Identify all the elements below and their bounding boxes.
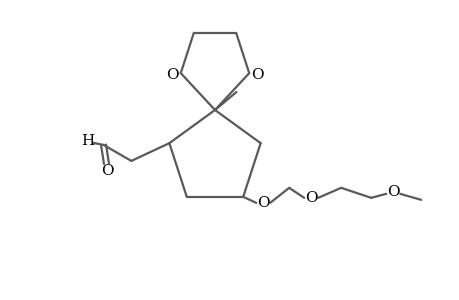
Text: O: O bbox=[256, 196, 269, 210]
Text: O: O bbox=[386, 185, 398, 199]
Text: H: H bbox=[81, 134, 94, 148]
Text: O: O bbox=[304, 191, 317, 205]
Text: O: O bbox=[250, 68, 263, 82]
Text: O: O bbox=[101, 164, 114, 178]
Text: O: O bbox=[166, 68, 179, 82]
